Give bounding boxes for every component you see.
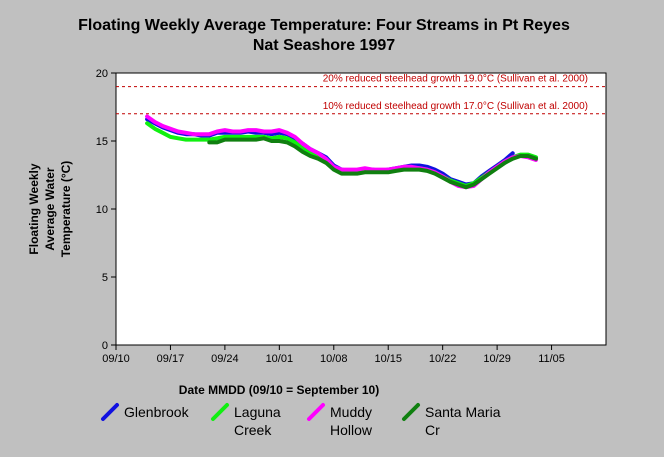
x-tick-label-4: 10/08 [320, 353, 348, 365]
x-tick-label-2: 09/24 [211, 353, 239, 365]
x-tick-label-7: 10/29 [483, 353, 511, 365]
y-axis-label-line-2: Average Water [43, 167, 57, 250]
series-line-santa-maria-cr [207, 136, 538, 190]
y-axis-label-line-3: Temperature (°C) [59, 161, 73, 258]
y-tick-label-1: 5 [102, 272, 108, 284]
x-tick-label-0: 09/10 [102, 353, 130, 365]
x-tick-label-1: 09/17 [157, 353, 185, 365]
legend-label-2-1: Hollow [330, 422, 373, 438]
chart-subtitle: Nat Seashore 1997 [253, 37, 395, 54]
reference-line-label-0: 20% reduced steelhead growth 19.0°C (Sul… [323, 74, 588, 85]
reference-line-label-1: 10% reduced steelhead growth 17.0°C (Sul… [323, 101, 588, 112]
y-tick-label-4: 20 [96, 68, 108, 80]
y-axis-label: Floating Weekly Average Water Temperatur… [27, 161, 73, 258]
legend-swatch-1 [211, 403, 229, 421]
legend-swatch-3 [402, 403, 420, 421]
y-tick-label-3: 15 [96, 136, 108, 148]
x-tick-label-3: 10/01 [266, 353, 294, 365]
legend-label-0-0: Glenbrook [124, 404, 190, 420]
y-tick-label-0: 0 [102, 340, 108, 352]
axes: 09/10 09/17 09/24 10/01 10/08 10/15 10/22 10/29… [96, 68, 565, 365]
legend-label-3-1: Cr [425, 422, 440, 438]
y-tick-label-2: 10 [96, 204, 108, 216]
chart-title: Floating Weekly Average Temperature: Fou… [78, 17, 570, 34]
legend: Glenbrook Laguna Creek Muddy Hollow Santa Mar… [101, 403, 501, 438]
legend-label-3-0: Santa Maria [425, 404, 501, 420]
plot-area [115, 72, 607, 346]
legend-swatch-0 [101, 403, 119, 421]
legend-swatch-2 [307, 403, 325, 421]
legend-label-2-0: Muddy [330, 404, 372, 420]
y-axis-label-line-1: Floating Weekly [27, 163, 41, 254]
legend-label-1-0: Laguna [234, 404, 281, 420]
x-tick-label-8: 11/05 [538, 353, 565, 365]
x-tick-label-6: 10/22 [429, 353, 457, 365]
series-lines [145, 114, 538, 190]
reference-lines: 20% reduced steelhead growth 19.0°C (Sul… [116, 74, 606, 115]
x-axis-label: Date MMDD (09/10 = September 10) [179, 383, 379, 397]
legend-label-1-1: Creek [234, 422, 272, 438]
x-tick-label-5: 10/15 [374, 353, 402, 365]
